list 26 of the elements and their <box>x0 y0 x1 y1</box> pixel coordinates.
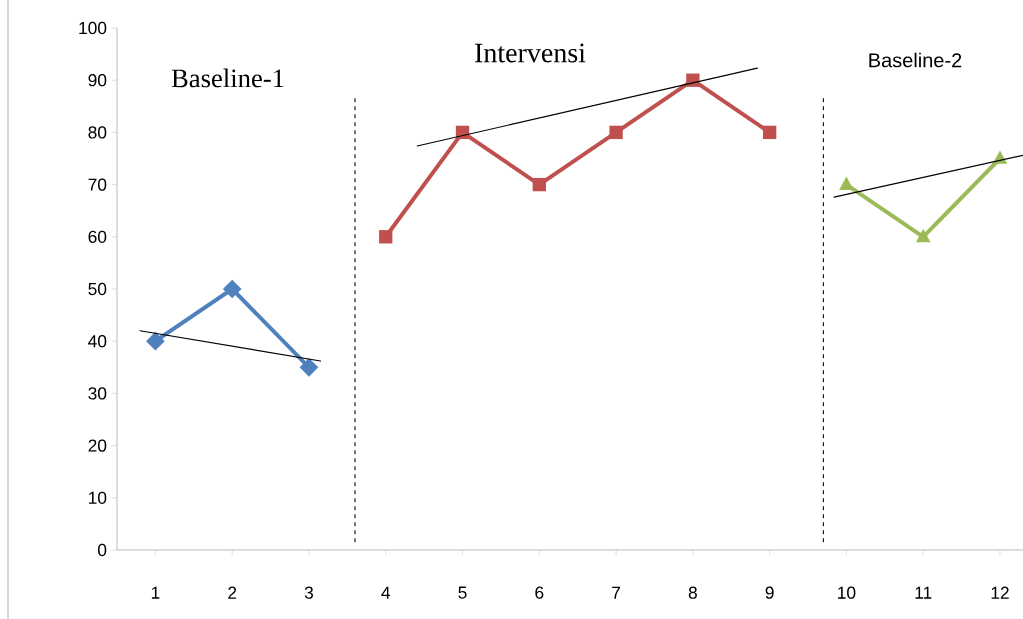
x-tick-label: 10 <box>838 586 856 599</box>
x-tick-label: 8 <box>688 586 697 599</box>
annotation: Intervensi <box>475 43 586 63</box>
x-tick-label: 3 <box>304 586 314 599</box>
y-tick-label: 0 <box>97 543 107 557</box>
x-tick-label: 12 <box>991 586 1009 599</box>
x-tick-label: 4 <box>381 586 391 599</box>
x-tick-label: 2 <box>228 586 237 599</box>
x-tick-label: 11 <box>915 586 932 599</box>
x-tick-label: 5 <box>458 586 467 599</box>
annotation: Baseline-1 <box>171 68 284 88</box>
y-tick-label: 30 <box>88 387 107 400</box>
y-tick-label: 100 <box>79 21 107 35</box>
y-tick-label: 90 <box>88 74 107 87</box>
x-tick-label: 6 <box>535 586 544 599</box>
y-tick-label: 70 <box>88 178 107 191</box>
y-tick-label: 40 <box>88 335 107 348</box>
y-tick-label: 20 <box>88 439 107 452</box>
y-tick-label: 10 <box>89 491 107 504</box>
y-tick-label: 60 <box>88 230 107 243</box>
annotation: Baseline-2 <box>869 52 962 68</box>
y-tick-label: 80 <box>88 126 107 139</box>
x-tick-label: 1 <box>151 586 160 599</box>
x-tick-label: 9 <box>765 586 774 599</box>
y-tick-label: 50 <box>88 282 107 296</box>
x-tick-label: 7 <box>612 586 621 599</box>
